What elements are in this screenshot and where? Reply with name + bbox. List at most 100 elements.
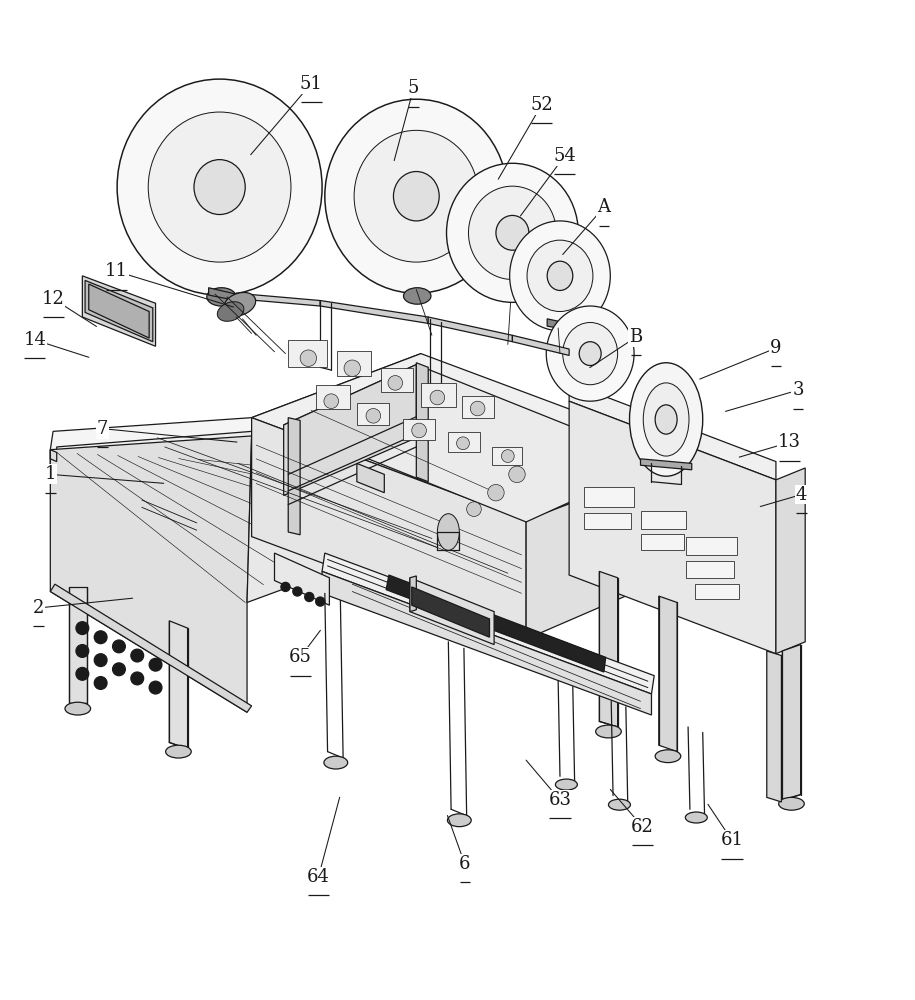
Ellipse shape [354,130,479,262]
Text: 52: 52 [531,96,553,114]
Polygon shape [69,587,87,703]
Circle shape [366,408,381,423]
Polygon shape [767,651,781,802]
Circle shape [430,390,445,405]
Ellipse shape [166,745,191,758]
Text: 63: 63 [548,791,572,809]
Polygon shape [169,621,188,749]
Ellipse shape [324,756,348,769]
Circle shape [94,677,107,689]
Circle shape [149,681,162,694]
Text: 51: 51 [300,75,323,93]
Circle shape [76,622,89,635]
Polygon shape [236,293,320,306]
Text: 13: 13 [778,433,802,451]
Polygon shape [252,354,695,520]
Circle shape [344,360,361,376]
Ellipse shape [555,779,577,790]
Circle shape [457,437,469,450]
Ellipse shape [217,302,244,321]
Ellipse shape [510,221,610,331]
Circle shape [131,649,144,662]
Text: 54: 54 [554,147,576,165]
Ellipse shape [608,799,630,810]
Circle shape [501,450,514,462]
Polygon shape [89,284,149,338]
Text: 11: 11 [104,262,128,280]
Bar [462,396,494,418]
Polygon shape [428,317,512,342]
Polygon shape [50,436,252,712]
Circle shape [412,423,426,438]
Circle shape [281,582,290,591]
Bar [686,537,737,555]
Polygon shape [410,576,416,612]
Circle shape [388,376,403,390]
Ellipse shape [65,702,91,715]
Text: 61: 61 [720,831,744,849]
Ellipse shape [685,812,707,823]
Circle shape [94,631,107,644]
Polygon shape [50,354,421,468]
Circle shape [467,502,481,516]
Ellipse shape [117,79,322,295]
Ellipse shape [437,514,459,550]
Polygon shape [782,645,801,800]
Bar [381,368,413,392]
Circle shape [76,645,89,657]
Ellipse shape [393,172,439,221]
Polygon shape [569,383,776,480]
Text: 7: 7 [97,420,108,438]
Ellipse shape [579,342,601,365]
Text: 1: 1 [45,465,56,483]
Circle shape [113,640,125,653]
Ellipse shape [596,725,621,738]
Polygon shape [209,288,236,301]
Ellipse shape [325,99,508,293]
Polygon shape [569,401,776,654]
Ellipse shape [447,163,578,302]
Text: 62: 62 [630,818,653,836]
Polygon shape [416,363,428,482]
Bar [584,513,631,529]
Ellipse shape [655,750,681,763]
Polygon shape [659,596,677,752]
Polygon shape [284,365,659,522]
Polygon shape [247,372,421,602]
Polygon shape [85,280,153,342]
Bar [357,403,389,425]
Ellipse shape [643,383,689,456]
Bar [448,432,480,452]
Bar [695,584,739,599]
Bar [640,511,686,529]
Text: 3: 3 [792,381,803,399]
Polygon shape [547,319,573,331]
Polygon shape [512,335,569,355]
Polygon shape [320,301,428,323]
Polygon shape [284,365,416,495]
Polygon shape [640,459,692,470]
Circle shape [149,658,162,671]
Polygon shape [526,456,695,639]
Polygon shape [288,418,300,535]
Text: 9: 9 [770,339,781,357]
Circle shape [488,484,504,501]
Circle shape [293,587,302,596]
Ellipse shape [194,160,245,215]
Ellipse shape [779,797,804,810]
Ellipse shape [527,240,593,312]
Text: 5: 5 [408,79,419,97]
Ellipse shape [468,186,556,279]
Polygon shape [322,553,654,694]
Bar [337,351,371,376]
Ellipse shape [447,814,471,827]
Text: 12: 12 [42,290,64,308]
Bar [288,340,327,367]
Ellipse shape [404,288,431,304]
Bar [686,561,734,578]
Text: 6: 6 [459,855,470,873]
Circle shape [316,597,325,606]
Text: B: B [630,328,642,346]
Polygon shape [50,584,252,712]
Text: 4: 4 [796,486,807,504]
